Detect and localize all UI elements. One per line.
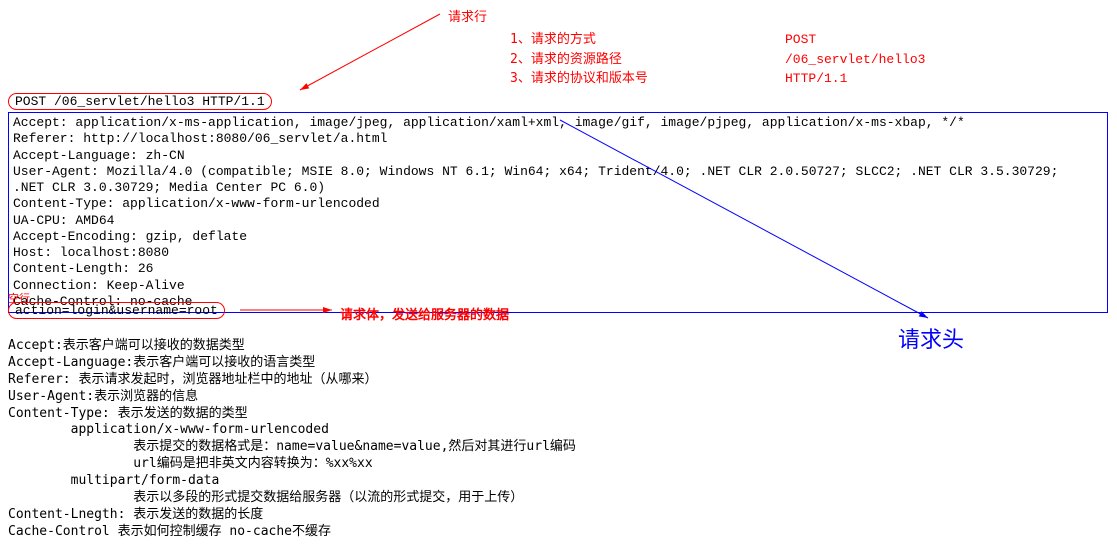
header-line: Accept-Encoding: gzip, deflate <box>13 229 1103 245</box>
request-header-label: 请求头 <box>898 322 964 354</box>
http-request-body: action=login&username=root <box>8 302 225 319</box>
http-headers-block: Accept: application/x-ms-application, im… <box>8 112 1108 313</box>
header-line: User-Agent: Mozilla/4.0 (compatible; MSI… <box>13 164 1103 180</box>
request-line-item-2: 2、请求的资源路径 <box>510 50 648 70</box>
header-line: Content-Length: 26 <box>13 261 1103 277</box>
request-line-item-1: 1、请求的方式 <box>510 30 648 50</box>
header-line: Accept: application/x-ms-application, im… <box>13 115 1103 131</box>
header-line: Referer: http://localhost:8080/06_servle… <box>13 131 1103 147</box>
http-request-line: POST /06_servlet/hello3 HTTP/1.1 <box>8 93 272 110</box>
header-line: Host: localhost:8080 <box>13 245 1103 261</box>
request-line-item-3: 3、请求的协议和版本号 <box>510 69 648 89</box>
explanation-block: Accept:表示客户端可以接收的数据类型 Accept-Language:表示… <box>8 338 576 541</box>
request-line-value-2: /06_servlet/hello3 <box>785 50 925 70</box>
request-line-value-3: HTTP/1.1 <box>785 69 925 89</box>
header-line: Connection: Keep-Alive <box>13 278 1103 294</box>
request-body-annotation: 请求体，发送给服务器的数据 <box>340 304 509 323</box>
header-line: Content-Type: application/x-www-form-url… <box>13 196 1103 212</box>
header-line: .NET CLR 3.0.30729; Media Center PC 6.0) <box>13 180 1103 196</box>
request-line-items: 1、请求的方式 2、请求的资源路径 3、请求的协议和版本号 <box>510 30 648 89</box>
request-line-values: POST /06_servlet/hello3 HTTP/1.1 <box>785 30 925 89</box>
arrow-request-line <box>300 14 440 90</box>
request-line-value-1: POST <box>785 30 925 50</box>
header-line: UA-CPU: AMD64 <box>13 213 1103 229</box>
request-line-title: 请求行 <box>448 6 487 25</box>
header-line: Accept-Language: zh-CN <box>13 148 1103 164</box>
